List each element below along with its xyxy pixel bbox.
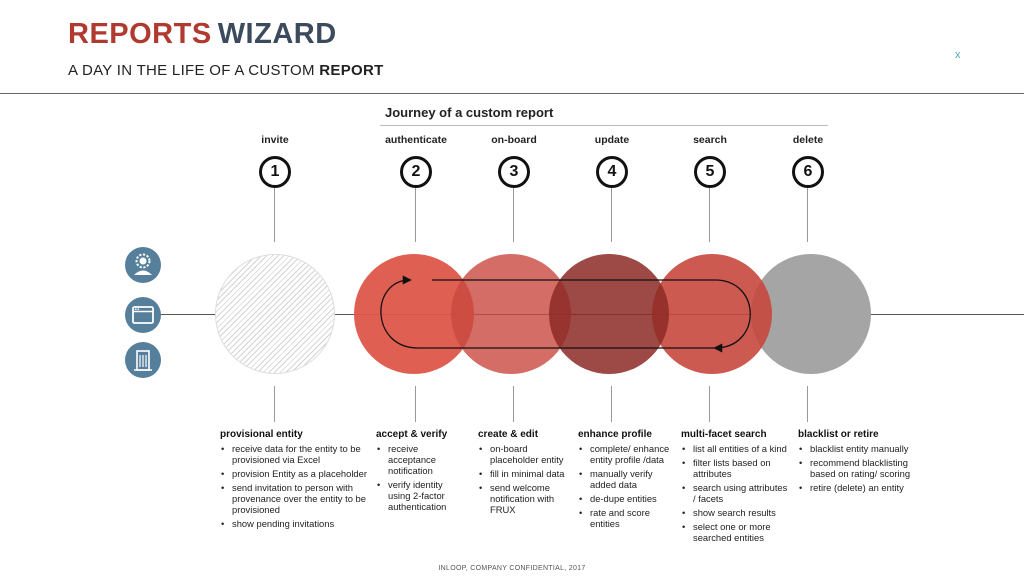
column-authenticate: accept & verify receive acceptance notif… [376,429,466,515]
step-update: update 4 [562,134,662,188]
list-item: provision Entity as a placeholder [220,468,370,479]
journey-divider [380,125,828,126]
list-item: on-board placeholder entity [478,443,572,465]
list-item: show pending invitations [220,518,370,529]
building-icon [125,342,161,378]
list-item: retire (delete) an entity [798,482,922,493]
connector-line [513,188,514,242]
connector-line [709,188,710,242]
connector-line [274,386,275,422]
list-item: complete/ enhance entity profile /data [578,443,674,465]
list-item: recommend blacklisting based on rating/ … [798,457,922,479]
title-word-reports: REPORTS [68,18,212,50]
list-item: receive acceptance notification [376,443,466,476]
list-item: blacklist entity manually [798,443,922,454]
list-item: list all entities of a kind [681,443,791,454]
step-number-badge: 6 [792,156,824,188]
step-label: delete [792,134,824,146]
page-subtitle: A DAY IN THE LIFE OF A CUSTOM REPORT [68,62,384,79]
connector-line [415,386,416,422]
list-item: send invitation to person with provenanc… [220,482,370,515]
connector-line [807,188,808,242]
subtitle-prefix: A DAY IN THE LIFE OF A CUSTOM [68,62,320,79]
stage-circle-search [652,254,772,374]
list-item: verify identity using 2-factor authentic… [376,479,466,512]
step-number-badge: 1 [259,156,291,188]
browser-window-icon [125,297,161,333]
step-delete: delete 6 [758,134,858,188]
loop-arrow-icon [380,275,751,353]
column-heading: provisional entity [220,429,303,440]
step-invite: invite 1 [225,134,325,188]
list-item: fill in minimal data [478,468,572,479]
list-item: rate and score entities [578,507,674,529]
column-heading: create & edit [478,429,539,440]
step-label: authenticate [385,134,447,146]
connector-line [415,188,416,242]
step-label: on-board [491,134,537,146]
connector-line [513,386,514,422]
list-item: select one or more searched entities [681,521,791,543]
column-invite: provisional entity receive data for the … [220,429,370,532]
user-gear-icon [125,247,161,283]
list-item: de-dupe entities [578,493,674,504]
list-item: manually verify added data [578,468,674,490]
column-update: enhance profile complete/ enhance entity… [578,429,674,532]
step-label: update [594,134,630,146]
list-item: send welcome notification with FRUX [478,482,572,515]
step-label: invite [261,134,289,146]
step-number-badge: 2 [400,156,432,188]
stage-circle-invite [215,254,335,374]
close-icon[interactable]: x [955,49,961,61]
connector-line [709,386,710,422]
connector-line [274,188,275,242]
title-word-wizard: WIZARD [217,18,337,50]
column-heading: blacklist or retire [798,429,879,440]
column-heading: multi-facet search [681,429,767,440]
page-title: REPORTS WIZARD [68,18,337,51]
subtitle-bold: REPORT [319,62,384,79]
step-number-badge: 3 [498,156,530,188]
connector-line [807,386,808,422]
step-on-board: on-board 3 [464,134,564,188]
footer-confidential: INLOOP, COMPANY CONFIDENTIAL, 2017 [438,565,586,572]
journey-title: Journey of a custom report [385,105,554,120]
step-search: search 5 [660,134,760,188]
list-item: receive data for the entity to be provis… [220,443,370,465]
connector-line [611,188,612,242]
step-number-badge: 4 [596,156,628,188]
list-item: show search results [681,507,791,518]
column-heading: enhance profile [578,429,652,440]
connector-line [611,386,612,422]
column-search: multi-facet search list all entities of … [681,429,791,546]
step-number-badge: 5 [694,156,726,188]
list-item: search using attributes / facets [681,482,791,504]
column-heading: accept & verify [376,429,448,440]
column-delete: blacklist or retire blacklist entity man… [798,429,922,496]
column-on-board: create & edit on-board placeholder entit… [478,429,572,518]
step-label: search [693,134,727,146]
header-divider [0,93,1024,94]
step-authenticate: authenticate 2 [366,134,466,188]
stage-circle-update [549,254,669,374]
list-item: filter lists based on attributes [681,457,791,479]
